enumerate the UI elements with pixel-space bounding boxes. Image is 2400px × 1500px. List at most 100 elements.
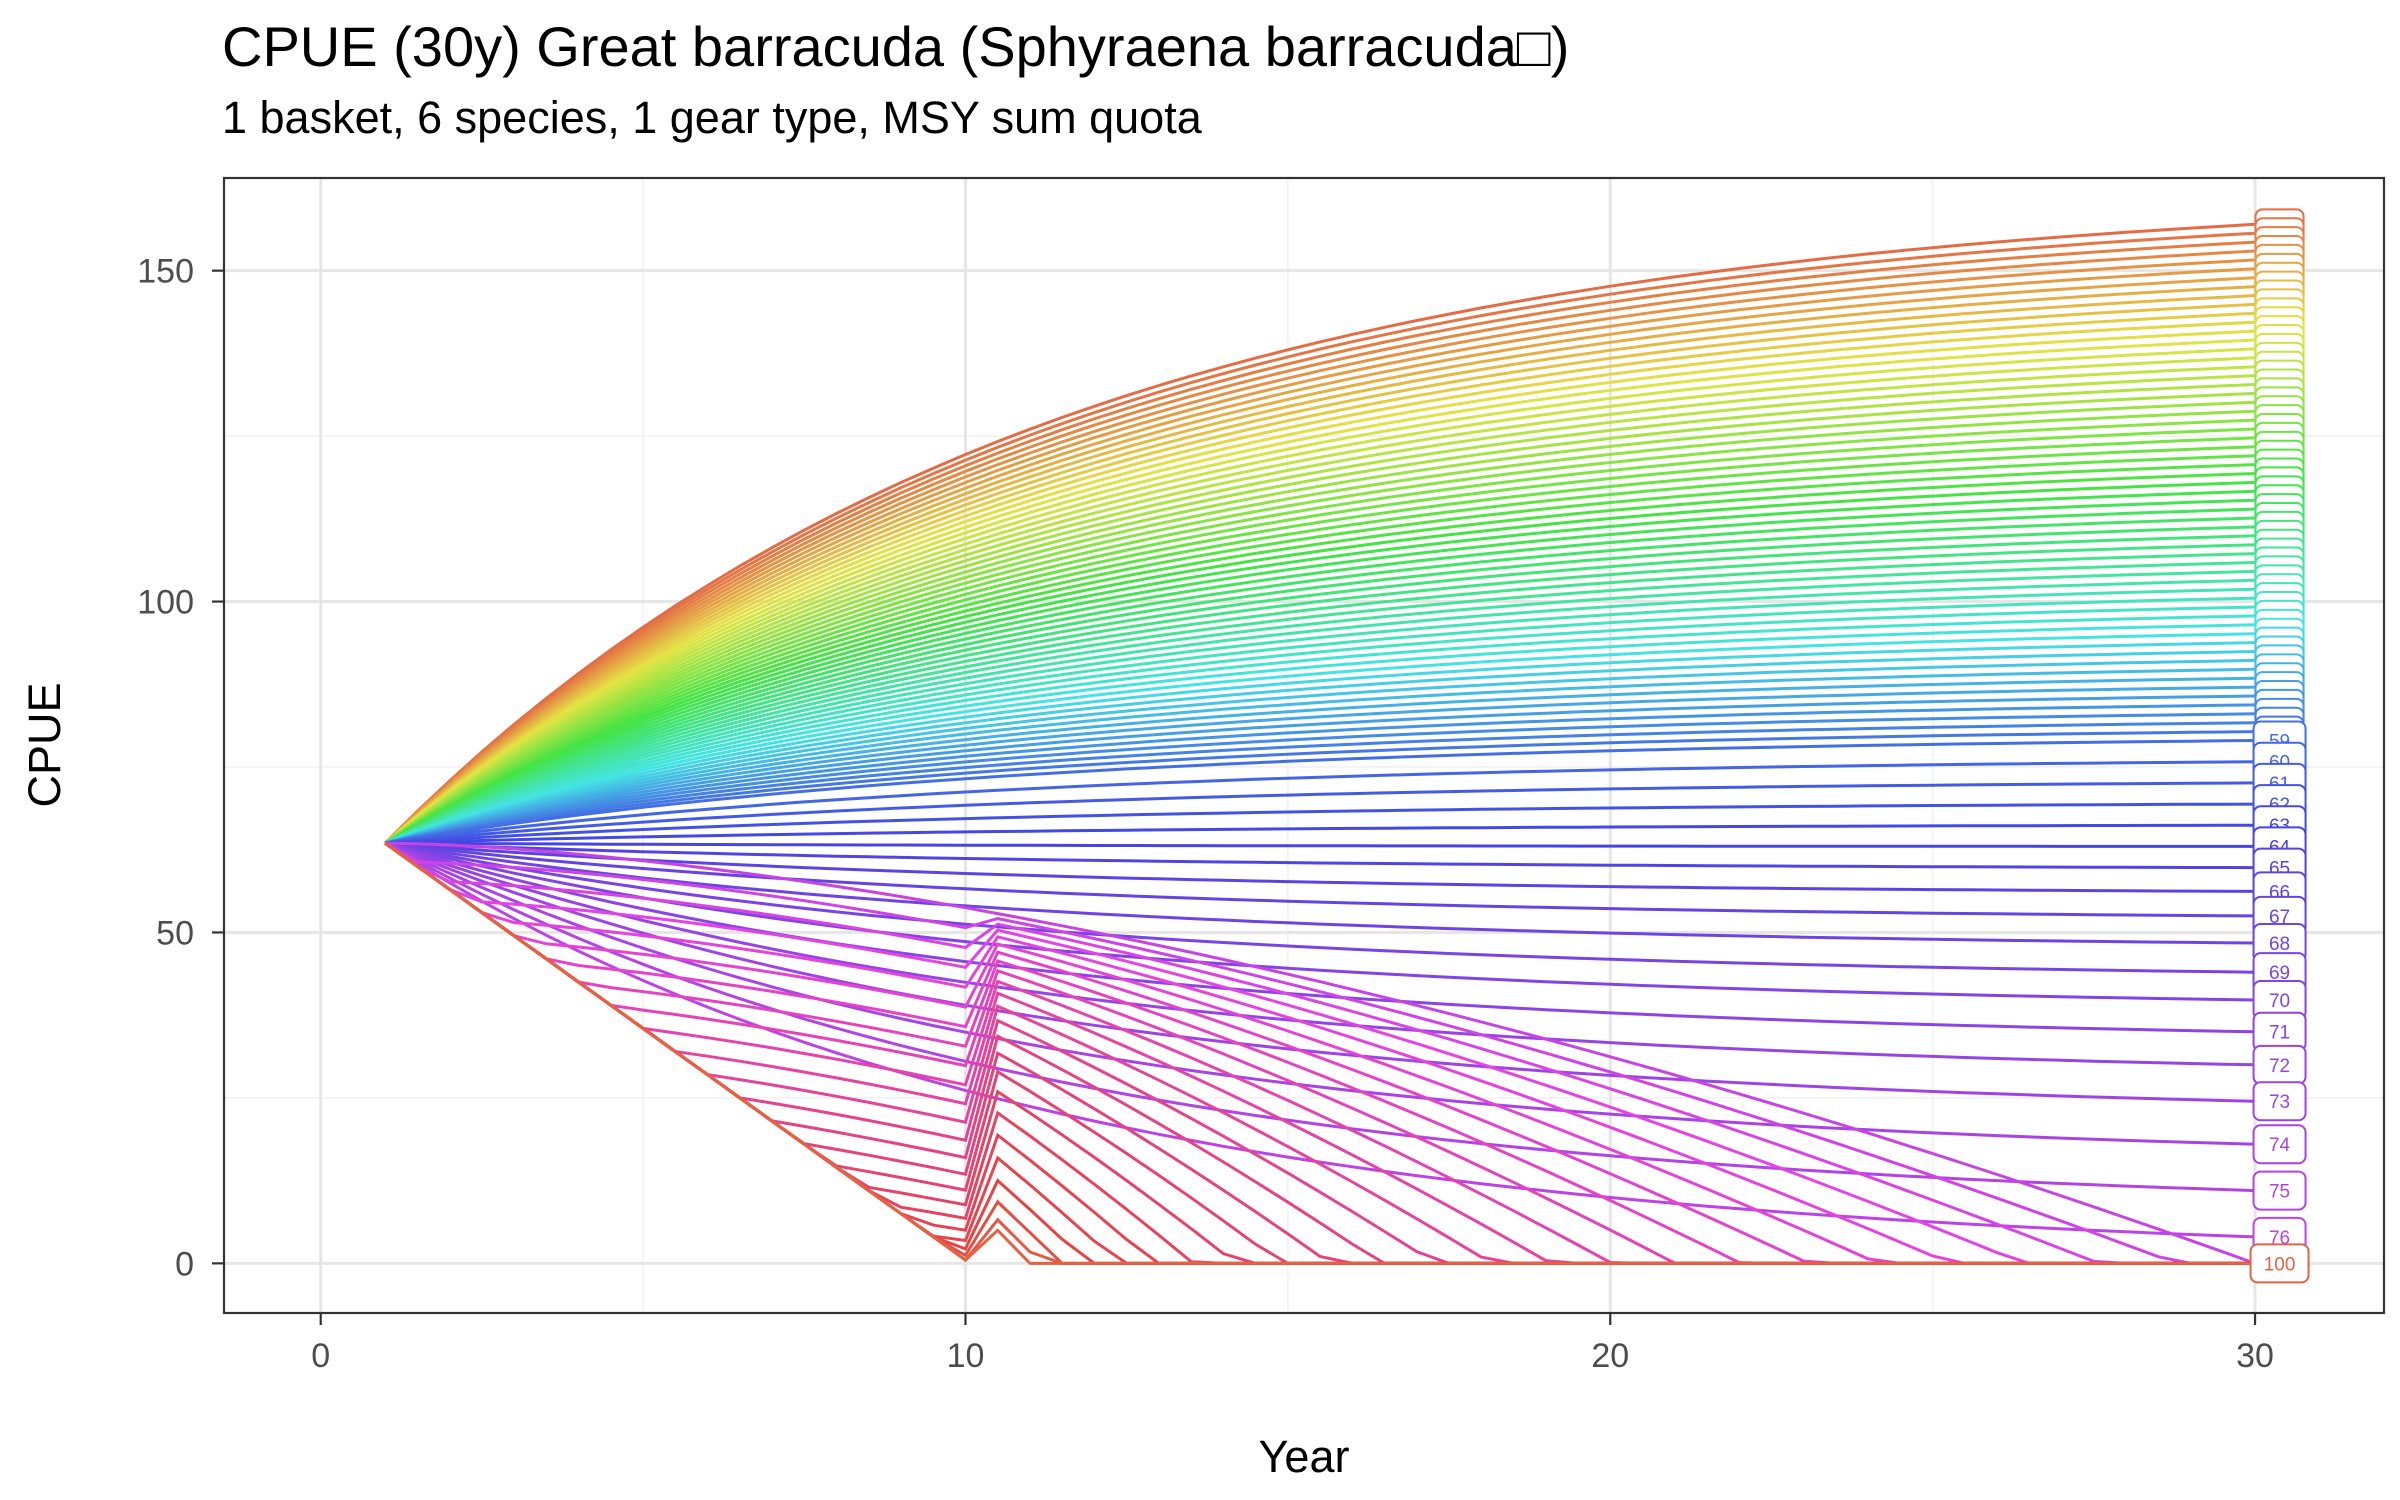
series-line-42 — [384, 587, 2256, 845]
series-line-45 — [384, 614, 2256, 845]
series-line-23 — [384, 418, 2256, 845]
series-line-18 — [384, 374, 2256, 845]
series-line-36 — [384, 534, 2256, 845]
series-line-33 — [384, 507, 2256, 845]
series-line-74 — [384, 841, 2256, 1146]
series-line-30 — [384, 480, 2256, 845]
series-line-68 — [384, 841, 2256, 945]
series-line-20 — [384, 391, 2256, 845]
series-line-21 — [384, 400, 2256, 845]
series-line-54 — [384, 694, 2256, 845]
x-tick-label: 10 — [947, 1337, 985, 1375]
end-label-71: 71 — [2269, 1023, 2290, 1044]
series-line-61 — [385, 781, 2256, 845]
series-line-46 — [384, 623, 2256, 845]
end-label-72: 72 — [2269, 1056, 2290, 1077]
series-line-40 — [384, 569, 2256, 845]
chart-title: CPUE (30y) Great barracuda (Sphyraena ba… — [222, 15, 1570, 78]
series-line-2 — [384, 231, 2256, 845]
series-line-63 — [385, 823, 2256, 845]
end-label-100: 100 — [2264, 1254, 2296, 1275]
series-line-3 — [384, 240, 2256, 845]
series-line-76 — [384, 841, 2256, 1239]
x-axis-title: Year — [1259, 1431, 1350, 1482]
panel-border — [222, 176, 2386, 1315]
y-tick-label: 150 — [137, 253, 194, 291]
series-line-25 — [384, 436, 2256, 845]
series-line-50 — [384, 658, 2256, 845]
series-line-5 — [384, 258, 2256, 845]
series-lines — [384, 222, 2256, 1265]
x-tick-label: 30 — [2236, 1337, 2274, 1375]
series-line-51 — [384, 667, 2256, 845]
y-tick-label: 0 — [175, 1245, 194, 1283]
series-line-53 — [384, 685, 2256, 845]
series-line-48 — [384, 641, 2256, 845]
end-label-69: 69 — [2269, 963, 2290, 984]
series-line-15 — [384, 347, 2256, 845]
series-line-6 — [384, 267, 2256, 845]
series-line-67 — [385, 841, 2256, 918]
series-line-57 — [384, 721, 2256, 845]
series-line-4 — [384, 249, 2256, 845]
series-line-34 — [384, 516, 2256, 845]
series-line-10 — [384, 302, 2256, 845]
series-line-19 — [384, 383, 2256, 845]
series-line-14 — [384, 338, 2256, 845]
y-tick-label: 100 — [137, 584, 194, 622]
series-line-58 — [384, 730, 2256, 845]
series-line-79 — [384, 841, 2255, 1265]
series-line-35 — [384, 525, 2256, 845]
x-tick-label: 0 — [311, 1337, 330, 1375]
series-line-100 — [384, 841, 2255, 1265]
series-line-32 — [384, 498, 2256, 845]
series-line-56 — [384, 712, 2256, 845]
series-line-77 — [385, 841, 2256, 1265]
series-line-24 — [384, 427, 2256, 845]
series-line-73 — [384, 841, 2256, 1103]
series-line-62 — [385, 802, 2256, 845]
series-line-65 — [385, 841, 2256, 870]
series-line-17 — [384, 365, 2256, 845]
end-label-box-73 — [2252, 1081, 2307, 1122]
series-line-26 — [384, 445, 2256, 845]
series-line-8 — [384, 285, 2256, 845]
y-tick-label: 50 — [156, 914, 194, 952]
series-line-12 — [384, 320, 2256, 845]
series-line-49 — [384, 650, 2256, 845]
series-line-66 — [385, 841, 2256, 893]
series-line-37 — [384, 543, 2256, 845]
series-line-7 — [384, 276, 2256, 845]
chart-subtitle: 1 basket, 6 species, 1 gear type, MSY su… — [222, 92, 1202, 143]
end-label-75: 75 — [2269, 1182, 2290, 1203]
series-line-70 — [384, 841, 2256, 1002]
axes: 0 10 20 30 0 50 100 150 — [137, 253, 2274, 1375]
series-line-78 — [384, 841, 2255, 1265]
series-line-29 — [384, 472, 2256, 845]
series-line-81 — [384, 841, 2255, 1265]
series-line-47 — [384, 632, 2256, 845]
series-line-39 — [384, 561, 2256, 845]
series-line-11 — [384, 311, 2256, 845]
series-line-31 — [384, 489, 2256, 845]
series-line-28 — [384, 463, 2256, 845]
series-line-72 — [384, 841, 2256, 1067]
end-labels: 596061626364656667686970717273747576100 — [2249, 208, 2310, 1284]
series-line-69 — [384, 841, 2256, 974]
series-line-9 — [384, 294, 2256, 845]
series-line-52 — [384, 676, 2256, 845]
end-label-73: 73 — [2269, 1092, 2290, 1113]
end-label-box-74 — [2252, 1124, 2307, 1165]
series-line-64 — [385, 841, 2255, 848]
series-line-13 — [384, 329, 2256, 845]
series-line-41 — [384, 578, 2256, 845]
series-line-80 — [384, 841, 2255, 1265]
series-line-59 — [384, 739, 2256, 845]
end-label-70: 70 — [2269, 991, 2290, 1012]
series-line-60 — [385, 760, 2256, 845]
series-line-38 — [384, 552, 2256, 845]
series-line-22 — [384, 409, 2256, 845]
series-line-55 — [384, 703, 2256, 845]
